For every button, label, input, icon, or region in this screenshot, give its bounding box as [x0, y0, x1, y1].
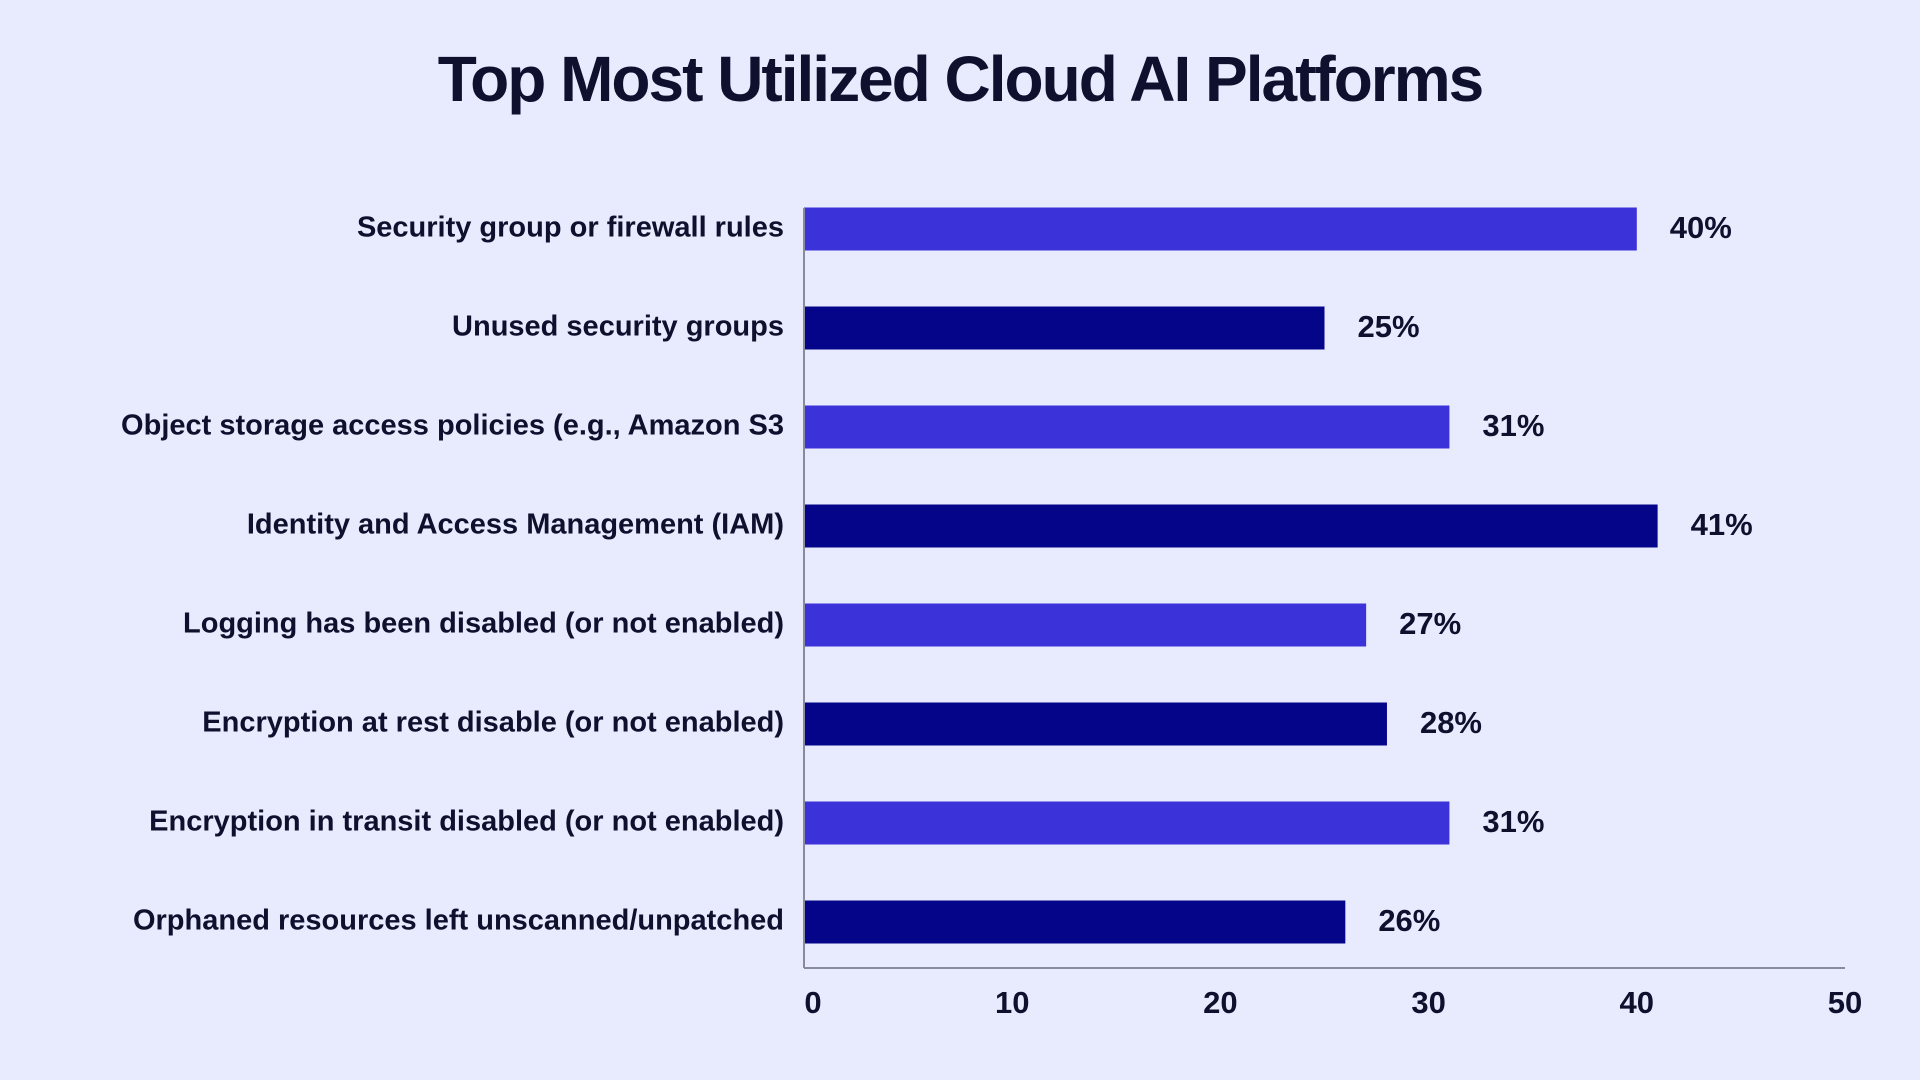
bar	[804, 306, 1325, 350]
value-label: 26%	[1378, 903, 1440, 938]
category-label: Encryption in transit disabled (or not e…	[149, 806, 784, 838]
x-tick-label: 30	[1411, 985, 1445, 1020]
bar	[804, 900, 1346, 944]
bar	[804, 504, 1658, 548]
category-label: Identity and Access Management (IAM)	[247, 509, 784, 541]
x-tick-label: 10	[995, 985, 1029, 1020]
chart-title: Top Most Utilized Cloud AI Platforms	[437, 43, 1484, 115]
category-label: Object storage access policies (e.g., Am…	[121, 410, 784, 442]
bar	[804, 603, 1367, 647]
axis-layer	[803, 208, 1845, 969]
value-label: 27%	[1399, 606, 1461, 641]
bar	[804, 405, 1450, 449]
bar	[804, 207, 1637, 251]
category-label: Logging has been disabled (or not enable…	[183, 608, 784, 640]
x-tick-label: 40	[1620, 985, 1654, 1020]
value-label: 28%	[1420, 705, 1482, 740]
value-label: 41%	[1691, 507, 1753, 542]
labels-layer: Security group or firewall rules 40% Unuse…	[121, 210, 1862, 1020]
x-tick-label: 50	[1828, 985, 1862, 1020]
category-label: Encryption at rest disable (or not enabl…	[202, 707, 784, 739]
value-label: 25%	[1358, 309, 1420, 344]
value-label: 31%	[1482, 804, 1544, 839]
value-label: 40%	[1670, 210, 1732, 245]
bars-layer	[804, 207, 1658, 944]
bar	[804, 801, 1450, 845]
category-label: Orphaned resources left unscanned/unpatc…	[133, 905, 784, 937]
value-label: 31%	[1482, 408, 1544, 443]
category-label: Security group or firewall rules	[357, 212, 784, 244]
x-tick-label: 20	[1203, 985, 1237, 1020]
bar	[804, 702, 1387, 746]
category-label: Unused security groups	[452, 311, 784, 343]
x-tick-label: 0	[804, 985, 821, 1020]
